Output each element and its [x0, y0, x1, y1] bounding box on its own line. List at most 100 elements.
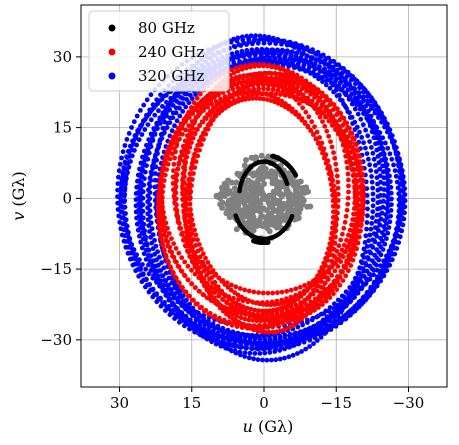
data-point-320ghz — [123, 179, 128, 184]
data-point-320ghz — [331, 89, 336, 95]
data-point-central-cluster — [227, 205, 234, 212]
data-point-320ghz — [129, 125, 135, 130]
data-point-320ghz — [368, 243, 374, 249]
data-point-240ghz — [345, 260, 351, 266]
data-point-240ghz — [184, 189, 190, 195]
data-point-320ghz — [170, 300, 175, 306]
data-point-240ghz — [197, 123, 203, 128]
data-point-240ghz — [309, 119, 315, 125]
data-point-240ghz — [268, 81, 274, 87]
data-point-240ghz — [320, 100, 326, 106]
data-point-240ghz — [272, 320, 278, 326]
data-point-320ghz — [138, 108, 143, 113]
y-tick-label: 30 — [53, 48, 72, 66]
data-point-240ghz — [175, 214, 181, 220]
data-point-240ghz — [346, 183, 351, 189]
data-point-240ghz — [305, 96, 310, 102]
data-point-240ghz — [275, 290, 280, 296]
data-point-320ghz — [152, 112, 158, 118]
data-point-central-cluster — [259, 223, 266, 230]
data-point-central-cluster — [292, 200, 299, 207]
data-point-320ghz — [322, 62, 328, 67]
data-point-central-cluster — [307, 203, 314, 210]
data-point-240ghz — [340, 278, 346, 283]
data-point-320ghz — [388, 213, 393, 219]
data-point-320ghz — [374, 212, 380, 218]
data-point-240ghz — [350, 250, 356, 256]
data-point-240ghz — [264, 300, 270, 305]
data-point-240ghz — [322, 280, 328, 286]
data-point-320ghz — [178, 316, 184, 322]
data-point-320ghz — [154, 148, 160, 154]
data-point-240ghz — [333, 234, 338, 240]
data-point-320ghz — [391, 162, 396, 168]
data-point-320ghz — [369, 174, 374, 179]
data-point-320ghz — [361, 94, 366, 100]
data-point-240ghz — [171, 270, 176, 276]
data-point-240ghz — [266, 317, 272, 323]
data-point-320ghz — [164, 305, 170, 310]
data-point-320ghz — [387, 219, 393, 225]
data-point-240ghz — [194, 148, 199, 153]
data-point-240ghz — [170, 181, 176, 186]
data-point-320ghz — [157, 115, 163, 121]
data-point-240ghz — [270, 290, 276, 296]
data-point-240ghz — [332, 155, 338, 161]
data-point-240ghz — [288, 287, 294, 293]
data-point-320ghz — [118, 191, 124, 196]
data-point-240ghz — [343, 134, 349, 140]
data-point-320ghz — [355, 283, 361, 289]
data-point-320ghz — [166, 296, 172, 301]
data-point-320ghz — [146, 271, 152, 277]
data-point-320ghz — [123, 161, 128, 166]
data-point-320ghz — [242, 350, 248, 356]
data-point-240ghz — [349, 222, 354, 228]
data-point-240ghz — [327, 98, 333, 103]
data-point-central-cluster — [244, 212, 251, 218]
data-point-240ghz — [185, 183, 191, 189]
data-point-320ghz — [365, 90, 370, 96]
data-point-320ghz — [373, 169, 379, 175]
data-point-320ghz — [354, 124, 360, 130]
data-point-240ghz — [346, 139, 351, 145]
data-point-320ghz — [384, 253, 389, 259]
data-point-240ghz — [274, 312, 280, 317]
data-point-240ghz — [331, 189, 337, 195]
data-point-320ghz — [120, 173, 126, 178]
data-point-240ghz — [330, 122, 336, 128]
data-point-320ghz — [139, 223, 145, 229]
data-point-240ghz — [337, 282, 343, 288]
data-point-240ghz — [302, 283, 307, 288]
data-point-240ghz — [321, 290, 326, 295]
data-point-320ghz — [296, 45, 301, 50]
data-point-320ghz — [312, 335, 318, 341]
data-point-240ghz — [327, 295, 333, 300]
data-point-240ghz — [340, 231, 345, 237]
data-point-central-cluster — [260, 191, 267, 198]
data-point-320ghz — [141, 277, 147, 283]
data-point-central-cluster — [257, 208, 264, 215]
data-point-240ghz — [346, 189, 351, 195]
data-point-320ghz — [312, 51, 318, 56]
data-point-240ghz — [305, 295, 311, 301]
data-point-240ghz — [255, 300, 260, 305]
data-point-240ghz — [159, 171, 165, 177]
data-point-240ghz — [163, 155, 168, 161]
data-point-320ghz — [160, 131, 166, 137]
data-point-240ghz — [334, 256, 340, 262]
data-point-320ghz — [371, 288, 376, 294]
data-point-240ghz — [344, 207, 350, 213]
data-point-320ghz — [372, 279, 377, 285]
data-point-240ghz — [264, 97, 270, 102]
data-point-240ghz — [314, 129, 320, 135]
data-point-240ghz — [203, 116, 209, 121]
data-point-320ghz — [174, 118, 180, 124]
data-point-320ghz — [376, 228, 381, 233]
data-point-320ghz — [237, 334, 243, 339]
data-point-240ghz — [180, 184, 185, 189]
data-point-central-cluster — [256, 185, 263, 192]
data-point-320ghz — [131, 138, 137, 144]
data-point-320ghz — [365, 98, 370, 104]
data-point-240ghz — [342, 219, 348, 225]
data-point-240ghz — [165, 161, 171, 167]
